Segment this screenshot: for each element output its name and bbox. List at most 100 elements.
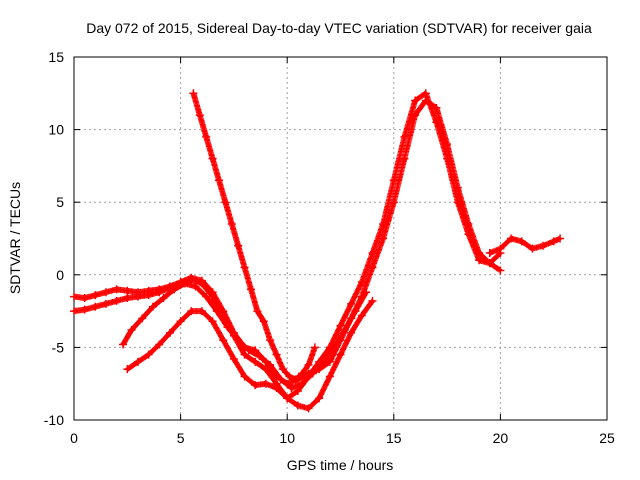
data-point bbox=[240, 372, 249, 381]
data-point bbox=[291, 375, 300, 384]
y-tick-label: 0 bbox=[56, 267, 64, 283]
data-point bbox=[432, 103, 441, 112]
series-layer bbox=[70, 89, 565, 413]
data-point bbox=[123, 365, 132, 374]
data-point bbox=[170, 285, 179, 294]
data-point bbox=[272, 384, 281, 393]
data-point bbox=[214, 176, 223, 185]
data-point bbox=[475, 256, 484, 265]
series-markers bbox=[71, 97, 503, 387]
data-point bbox=[255, 352, 264, 361]
data-point bbox=[240, 350, 249, 359]
data-point bbox=[549, 237, 558, 246]
data-point bbox=[411, 96, 420, 105]
data-point bbox=[144, 350, 153, 359]
data-point bbox=[70, 307, 78, 316]
data-point bbox=[221, 198, 230, 207]
x-tick-label: 20 bbox=[493, 430, 509, 446]
data-point bbox=[496, 244, 505, 253]
y-tick-label: -5 bbox=[52, 339, 65, 355]
series-track-5 bbox=[189, 89, 319, 384]
data-point bbox=[223, 323, 232, 332]
data-point bbox=[176, 317, 185, 326]
x-tick-label: 25 bbox=[599, 430, 615, 446]
data-point bbox=[251, 357, 260, 366]
data-point bbox=[432, 118, 441, 127]
data-point bbox=[304, 360, 313, 369]
data-point bbox=[195, 111, 204, 120]
data-point bbox=[276, 375, 285, 384]
data-point bbox=[298, 369, 307, 378]
data-point bbox=[347, 299, 356, 308]
data-point bbox=[165, 328, 174, 337]
data-point bbox=[253, 307, 262, 316]
data-point bbox=[298, 379, 307, 388]
data-point bbox=[187, 307, 196, 316]
data-point bbox=[219, 336, 228, 345]
data-point bbox=[443, 154, 452, 163]
data-point bbox=[310, 343, 319, 352]
series-markers bbox=[190, 90, 318, 383]
data-point bbox=[101, 288, 110, 297]
data-point bbox=[496, 266, 505, 275]
data-point bbox=[517, 237, 526, 246]
data-point bbox=[453, 198, 462, 207]
data-point bbox=[70, 292, 78, 301]
data-point bbox=[123, 286, 132, 295]
data-point bbox=[485, 259, 494, 268]
data-point bbox=[272, 350, 281, 359]
data-point bbox=[133, 357, 142, 366]
y-tick-label: 15 bbox=[48, 49, 64, 65]
data-point bbox=[389, 176, 398, 185]
data-point bbox=[368, 249, 377, 258]
data-point bbox=[379, 234, 388, 243]
data-point bbox=[91, 291, 100, 300]
x-tick-label: 10 bbox=[279, 430, 295, 446]
data-point bbox=[293, 401, 302, 410]
grid bbox=[74, 57, 607, 420]
data-point bbox=[227, 219, 236, 228]
data-point bbox=[266, 336, 275, 345]
data-point bbox=[229, 355, 238, 364]
data-point bbox=[144, 291, 153, 300]
data-point bbox=[336, 321, 345, 330]
y-tick-label: -10 bbox=[44, 412, 64, 428]
data-point bbox=[464, 230, 473, 239]
data-point bbox=[148, 302, 157, 311]
plot-frame bbox=[73, 56, 608, 421]
data-point bbox=[159, 294, 168, 303]
data-point bbox=[133, 292, 142, 301]
data-point bbox=[234, 336, 243, 345]
data-point bbox=[351, 307, 360, 316]
y-tick-labels: -10 -5 0 5 10 15 bbox=[44, 49, 64, 428]
data-point bbox=[240, 263, 249, 272]
data-point bbox=[80, 305, 89, 314]
data-point bbox=[259, 317, 268, 326]
data-point bbox=[357, 278, 366, 287]
y-tick-label: 5 bbox=[56, 194, 64, 210]
data-point bbox=[336, 350, 345, 359]
chart-title: Day 072 of 2015, Sidereal Day-to-day VTE… bbox=[86, 20, 592, 36]
y-axis-label: SDTVAR / TECUs bbox=[7, 182, 23, 294]
data-point bbox=[208, 154, 217, 163]
data-point bbox=[138, 314, 147, 323]
series-track-2 bbox=[70, 89, 505, 403]
data-point bbox=[80, 294, 89, 303]
data-point bbox=[112, 296, 121, 305]
data-point bbox=[123, 294, 132, 303]
data-point bbox=[319, 357, 328, 366]
y-tick-label: 10 bbox=[48, 122, 64, 138]
data-point bbox=[251, 381, 260, 390]
series-markers bbox=[71, 90, 503, 402]
data-point bbox=[507, 234, 516, 243]
data-point bbox=[189, 89, 198, 98]
x-axis-label: GPS time / hours bbox=[287, 457, 394, 473]
data-point bbox=[261, 365, 270, 374]
data-point bbox=[368, 296, 377, 305]
series-track-3 bbox=[119, 279, 371, 393]
x-tick-label: 0 bbox=[70, 430, 78, 446]
data-point bbox=[400, 132, 409, 141]
data-point bbox=[304, 404, 313, 413]
x-tick-labels: 0 5 10 15 20 25 bbox=[70, 430, 615, 446]
data-point bbox=[101, 299, 110, 308]
